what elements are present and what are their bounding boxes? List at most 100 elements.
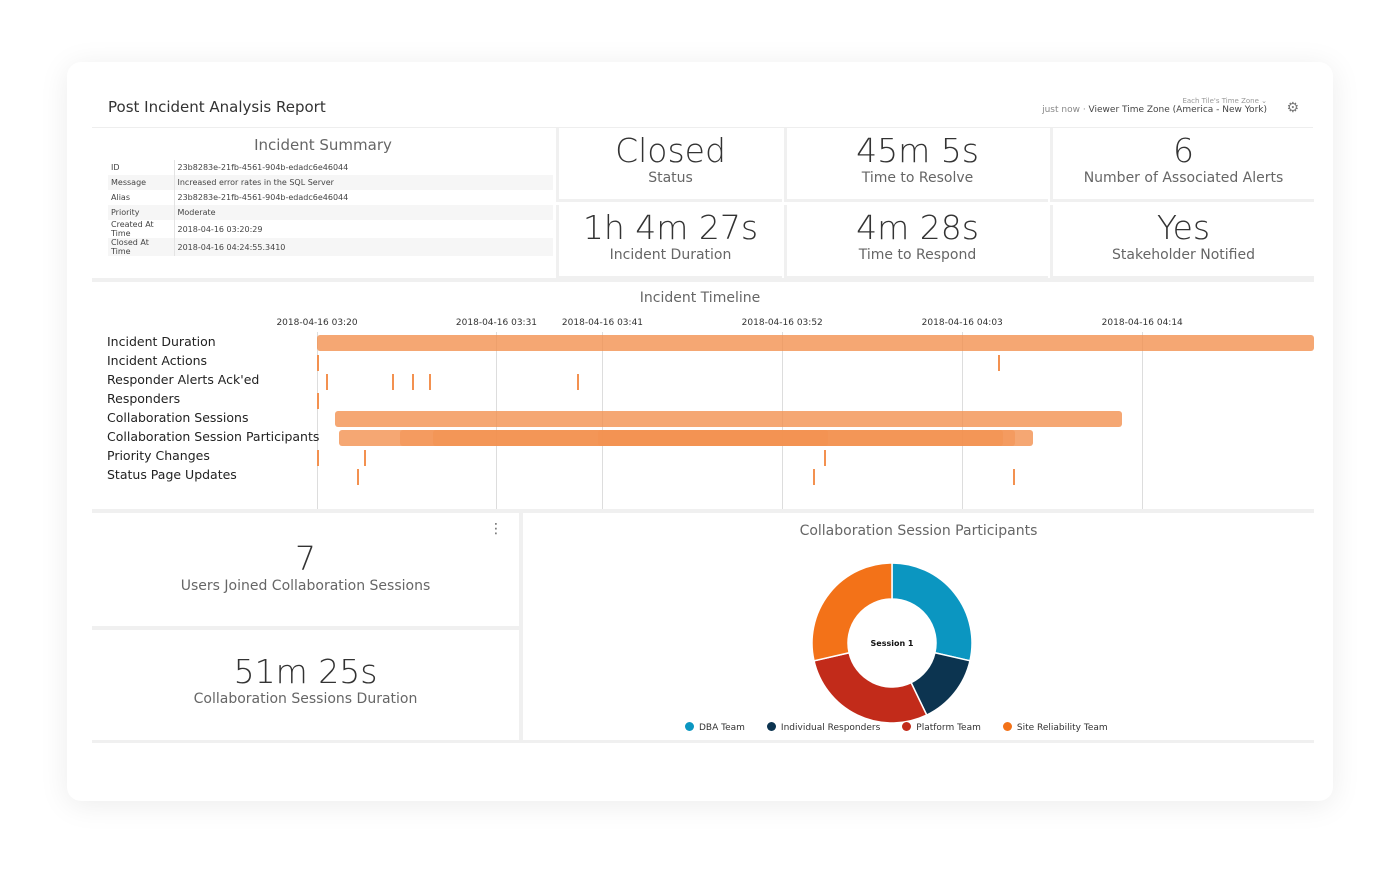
legend-label: Site Reliability Team [1016,723,1108,733]
timeline-event-mark[interactable] [428,374,431,390]
time-tick-label: 2018-04-16 03:41 [561,318,644,328]
summary-key: Message [108,175,175,190]
kpi-label: Time to Resolve [861,170,974,186]
timeline-row-label: Status Page Updates [107,467,237,482]
kpi-value: Closed [615,131,726,170]
donut-chart: Session 1 [811,562,973,724]
users-joined-tile: ⋮ 7 Users Joined Collaboration Sessions [92,513,519,626]
legend-item[interactable]: Platform Team [902,722,981,733]
timeline-event-mark[interactable] [824,450,826,466]
summary-row: Message Increased error rates in the SQL … [108,175,553,190]
kpi-tile: 4m 28s Time to Respond [784,205,1048,279]
kpi-value: 6 [1173,131,1194,170]
timeline-row-label: Collaboration Sessions [107,410,249,425]
timeline-event-mark[interactable] [326,374,329,390]
incident-summary-title: Incident Summary [254,136,392,154]
timeline-bar[interactable] [598,430,828,446]
chart-title: Collaboration Session Participants [799,523,1038,539]
timeline-event-mark[interactable] [812,469,815,485]
kpi-label: Stakeholder Notified [1112,247,1255,263]
grid-line [317,332,318,510]
kpi-tile: 1h 4m 27s Incident Duration [556,205,782,279]
summary-row: ID 23b8283e-21fb-4561-904b-edadc6e46044 [108,160,553,175]
kpi-tile: Yes Stakeholder Notified [1050,205,1314,279]
participants-chart-tile: Collaboration Session Participants Sessi… [523,513,1314,740]
timeline-row-label: Responder Alerts Ack'ed [107,372,260,387]
users-joined-label: Users Joined Collaboration Sessions [180,578,431,594]
kpi-label: Status [648,170,693,186]
timeline-event-mark[interactable] [411,374,414,390]
users-joined-value: 7 [295,539,316,578]
legend-item[interactable]: Individual Responders [766,722,881,733]
timeline-event-mark[interactable] [317,450,319,466]
timeline-title: Incident Timeline [639,290,761,306]
timezone-label: Viewer Time Zone (America - New York) [1088,105,1267,115]
time-tick-label: 2018-04-16 04:03 [921,318,1003,328]
collab-duration-tile: 51m 25s Collaboration Sessions Duration [92,630,519,740]
timeline-event-mark[interactable] [998,355,1001,371]
timeline-event-mark[interactable] [356,469,359,485]
time-tick-label: 2018-04-16 03:20 [276,318,358,328]
legend-item[interactable]: Site Reliability Team [1002,722,1108,733]
summary-value: 23b8283e-21fb-4561-904b-edadc6e46044 [177,163,349,172]
timeline-row-label: Incident Duration [107,334,216,349]
timeline-event-mark[interactable] [576,374,579,390]
timeline-event-mark[interactable] [317,355,319,371]
summary-value: Moderate [177,208,216,217]
summary-key: Alias [108,190,175,205]
summary-key: Closed At Time [108,238,175,256]
gear-icon[interactable]: ⚙ [1286,100,1299,116]
timeline-event-mark[interactable] [392,374,395,390]
dashboard-card: Post Incident Analysis Report Each Tile'… [67,62,1333,801]
kpi-value: 4m 28s [856,208,979,247]
timeline-row-label: Priority Changes [107,448,210,463]
time-tick-label: 2018-04-16 04:14 [1101,318,1183,328]
timeline-row-label: Collaboration Session Participants [107,429,320,444]
pie-slice-platform-team[interactable] [813,651,928,724]
summary-value: 2018-04-16 03:20:29 [177,224,263,234]
legend-label: Platform Team [916,723,981,733]
pie-slice-dba-team[interactable] [891,562,973,662]
more-vertical-icon[interactable]: ⋮ [489,521,503,537]
timeline-event-mark[interactable] [1013,469,1016,485]
time-tick-label: 2018-04-16 03:52 [741,318,823,328]
kpi-label: Number of Associated Alerts [1083,170,1284,186]
legend-dot-icon [1002,722,1012,731]
summary-value: 23b8283e-21fb-4561-904b-edadc6e46044 [177,193,349,202]
legend-dot-icon [902,722,912,731]
summary-key: ID [108,160,175,175]
legend-dot-icon [685,722,694,731]
summary-row: Priority Moderate [108,205,553,220]
legend-dot-icon [766,722,776,731]
legend-label: Individual Responders [780,723,881,733]
timeline-row-label: Responders [107,391,181,406]
timeline-bar[interactable] [317,335,1314,351]
kpi-label: Time to Respond [858,247,977,263]
header-info: Each Tile's Time Zone ⌄ just now · Viewe… [1042,97,1267,115]
pie-slice-site-reliability-team[interactable] [811,562,893,662]
timeline-event-mark[interactable] [363,450,366,466]
grid-line [1142,332,1144,510]
chart-legend: DBA Team Individual Responders Platform Te… [685,722,1108,733]
summary-table: ID 23b8283e-21fb-4561-904b-edadc6e46044 Me… [108,160,553,256]
summary-key: Priority [108,205,175,220]
time-tick-label: 2018-04-16 03:31 [455,318,538,328]
collab-duration-value: 51m 25s [233,652,378,691]
incident-summary-tile: Incident Summary ID 23b8283e-21fb-4561-90… [92,128,554,278]
timeline-event-mark[interactable] [317,393,319,409]
legend-label: DBA Team [699,723,745,733]
collab-duration-label: Collaboration Sessions Duration [193,691,418,707]
donut-center-label: Session 1 [871,639,914,648]
kpi-value: 1h 4m 27s [582,208,759,247]
summary-key: Created At Time [108,220,175,238]
legend-item[interactable]: DBA Team [685,722,745,733]
timeline-bar[interactable] [335,411,1122,427]
timezone-selector[interactable]: Each Tile's Time Zone ⌄ [1182,97,1267,105]
divider [92,127,1313,128]
kpi-value: Yes [1156,208,1211,247]
summary-value: Increased error rates in the SQL Server [177,178,334,187]
summary-row: Alias 23b8283e-21fb-4561-904b-edadc6e4604… [108,190,553,205]
refresh-time: just now [1042,105,1080,115]
summary-value: 2018-04-16 04:24:55.3410 [177,242,286,252]
summary-row: Closed At Time 2018-04-16 04:24:55.3410 [108,238,553,256]
